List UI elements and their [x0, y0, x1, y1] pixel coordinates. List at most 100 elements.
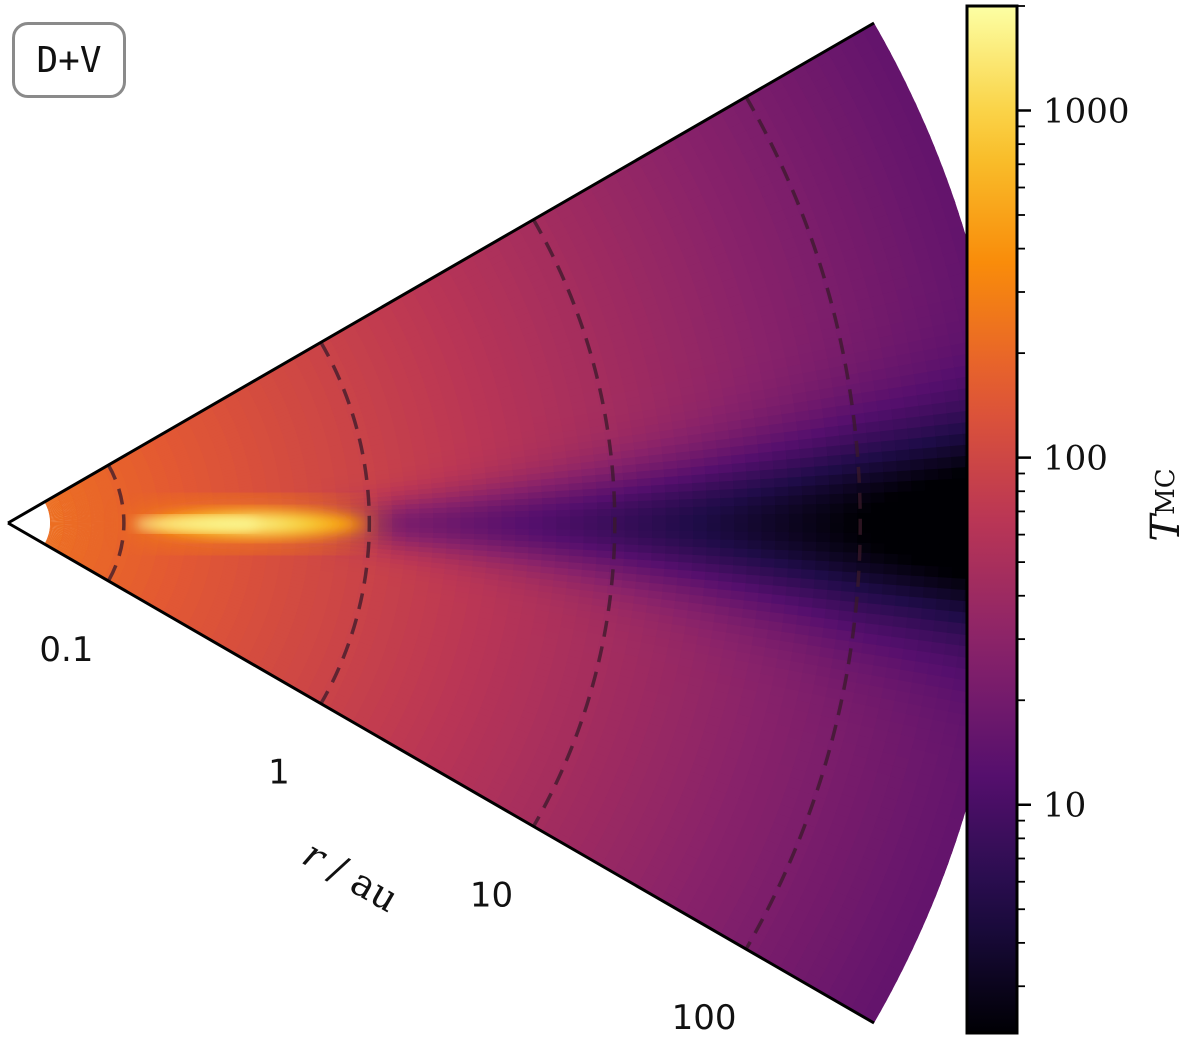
- heatmap-cell: [61, 538, 76, 544]
- heatmap-cell: [407, 662, 424, 674]
- heatmap-cell: [351, 423, 368, 433]
- heatmap-cell: [104, 575, 119, 585]
- heatmap-cell: [276, 575, 292, 584]
- heatmap-cell: [90, 527, 106, 530]
- heatmap-cell: [229, 407, 245, 418]
- heatmap-cell: [154, 557, 170, 564]
- heatmap-cell: [408, 423, 424, 433]
- heatmap-cell: [179, 429, 195, 439]
- heatmap-cell: [517, 280, 535, 295]
- heatmap-cell: [118, 460, 133, 469]
- heatmap-cell: [371, 393, 388, 405]
- heatmap-cell: [227, 437, 243, 446]
- heatmap-cell: [302, 452, 318, 461]
- heatmap-cell: [169, 482, 184, 489]
- heatmap-cell: [98, 555, 113, 563]
- heatmap-cell: [452, 270, 469, 285]
- heatmap-cell: [61, 538, 76, 544]
- heatmap-cell: [130, 584, 145, 594]
- heatmap-cell: [47, 502, 62, 509]
- heatmap-cell: [167, 474, 182, 482]
- heatmap-cell: [417, 710, 434, 723]
- heatmap-cell: [531, 719, 549, 733]
- heatmap-cell: [92, 469, 107, 478]
- heatmap-cell: [316, 634, 332, 645]
- heatmap-cell: [435, 330, 452, 344]
- heatmap-cell: [144, 587, 159, 596]
- heatmap-cell: [401, 292, 418, 306]
- heatmap-cell: [506, 803, 524, 819]
- heatmap-cell: [260, 452, 276, 460]
- heatmap-cell: [611, 191, 630, 209]
- heatmap-cell: [200, 592, 216, 601]
- heatmap-cell: [320, 415, 337, 425]
- heatmap-cell: [112, 556, 128, 564]
- heatmap-cell: [62, 531, 78, 536]
- heatmap-cell: [266, 426, 283, 436]
- heatmap-cell: [313, 438, 329, 447]
- heatmap-cell: [86, 490, 101, 497]
- heatmap-cell: [287, 370, 304, 382]
- heatmap-cell: [588, 822, 607, 839]
- heatmap-cell: [172, 447, 188, 456]
- heatmap-cell: [579, 251, 598, 267]
- heatmap-cell: [273, 448, 289, 457]
- heatmap-cell: [264, 567, 280, 575]
- heatmap-cell: [422, 730, 439, 744]
- heatmap-cell: [546, 754, 564, 769]
- heatmap-cell: [625, 841, 644, 859]
- heatmap-cell: [213, 597, 229, 606]
- heatmap-cell: [306, 346, 322, 359]
- heatmap-cell: [393, 337, 410, 351]
- heatmap-cell: [99, 488, 115, 495]
- heatmap-cell: [306, 378, 323, 390]
- heatmap-cell: [323, 653, 339, 665]
- heatmap-cell: [312, 601, 328, 611]
- heatmap-cell: [257, 633, 273, 644]
- heatmap-cell: [129, 548, 144, 554]
- heatmap-cell: [305, 622, 322, 633]
- heatmap-cell: [185, 442, 201, 451]
- heatmap-cell: [343, 447, 359, 456]
- heatmap-cell: [60, 498, 75, 505]
- heatmap-cell: [252, 392, 269, 403]
- heatmap-cell: [119, 575, 134, 584]
- heatmap-cell: [102, 542, 118, 548]
- heatmap-cell: [158, 449, 174, 458]
- heatmap-cell: [443, 397, 461, 409]
- heatmap-cell: [161, 580, 177, 589]
- heatmap-cell: [300, 398, 316, 409]
- heatmap-cell: [264, 651, 280, 663]
- heatmap-cell: [380, 424, 397, 435]
- heatmap-cell: [389, 631, 405, 642]
- heatmap-cell: [73, 544, 89, 550]
- heatmap-cell: [137, 470, 152, 478]
- heatmap-cell: [301, 401, 318, 412]
- heatmap-cell: [437, 376, 455, 389]
- heatmap-cell: [117, 457, 132, 467]
- heatmap-cell: [363, 372, 380, 384]
- heatmap-cell: [117, 579, 132, 589]
- heatmap-cell: [190, 581, 206, 590]
- heatmap-cell: [117, 537, 132, 542]
- heatmap-cell: [230, 627, 246, 638]
- heatmap-cell: [295, 611, 311, 621]
- heatmap-cell: [369, 389, 386, 401]
- heatmap-cell: [209, 565, 225, 572]
- heatmap-cell: [604, 273, 622, 289]
- heatmap-cell: [86, 492, 102, 499]
- heatmap-cell: [224, 429, 240, 439]
- heatmap-cell: [636, 819, 655, 836]
- heatmap-cell: [431, 632, 448, 643]
- heatmap-cell: [59, 494, 73, 502]
- heatmap-cell: [143, 546, 159, 552]
- heatmap-cell: [604, 177, 623, 195]
- heatmap-cell: [516, 785, 534, 801]
- heatmap-cell: [90, 532, 106, 536]
- heatmap-cell: [217, 622, 233, 632]
- heatmap-cell: [252, 427, 269, 437]
- heatmap-cell: [46, 539, 61, 546]
- heatmap-cell: [209, 429, 225, 439]
- heatmap-cell: [393, 727, 410, 741]
- heatmap-cell: [592, 184, 611, 201]
